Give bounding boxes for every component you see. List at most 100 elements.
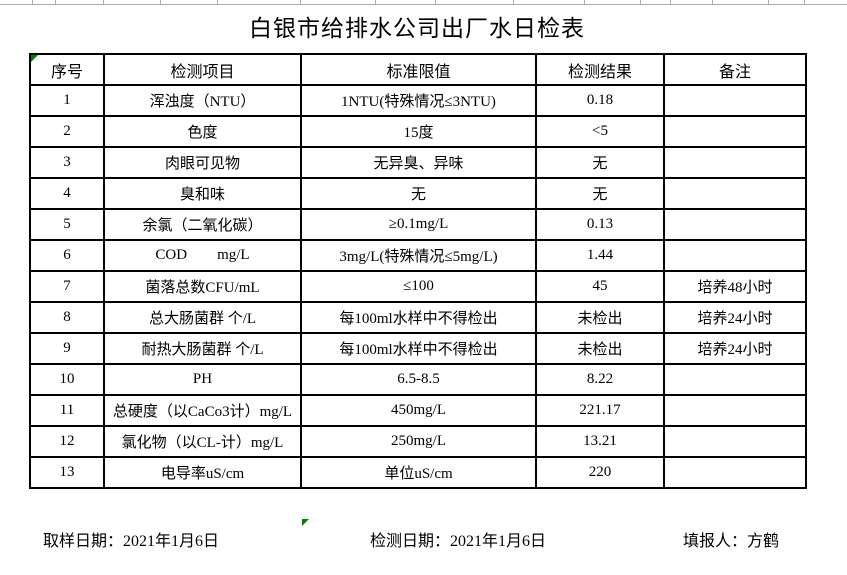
limit-cell[interactable]: 3mg/L(特殊情况≤5mg/L) [300, 239, 537, 272]
item-cell[interactable]: 菌落总数CFU/mL [103, 270, 302, 303]
row-number-cell[interactable]: 13 [29, 456, 105, 489]
sampling-date-label: 取样日期：2021年1月6日 [43, 533, 220, 550]
result-cell[interactable]: 未检出 [535, 301, 665, 334]
grid-tick [640, 0, 641, 4]
limit-cell[interactable]: 每100ml水样中不得检出 [300, 332, 537, 365]
note-cell[interactable] [663, 456, 807, 489]
grid-tick [768, 0, 769, 4]
row-number-cell[interactable]: 9 [29, 332, 105, 365]
limit-cell[interactable]: 无 [300, 177, 537, 210]
column-header-note: 备注 [663, 53, 807, 86]
test-date-label: 检测日期：2021年1月6日 [370, 533, 547, 550]
limit-cell[interactable]: 1NTU(特殊情况≤3NTU) [300, 84, 537, 117]
grid-tick [300, 0, 301, 4]
result-cell[interactable]: 8.22 [535, 363, 665, 396]
grid-tick [435, 0, 436, 4]
note-cell[interactable]: 培养24小时 [663, 332, 807, 365]
column-header-limit: 标准限值 [300, 53, 537, 86]
limit-cell[interactable]: 250mg/L [300, 425, 537, 458]
table-row: 3 肉眼可见物 无异臭、异味无 [29, 146, 807, 179]
note-cell[interactable] [663, 115, 807, 148]
limit-cell[interactable]: 每100ml水样中不得检出 [300, 301, 537, 334]
item-cell[interactable]: 总大肠菌群 个/L [103, 301, 302, 334]
limit-cell[interactable]: 450mg/L [300, 394, 537, 427]
cell-error-flag-icon [31, 55, 38, 62]
item-cell[interactable]: 浑浊度（NTU） [103, 84, 302, 117]
note-cell[interactable] [663, 425, 807, 458]
note-cell[interactable] [663, 146, 807, 179]
row-number-cell[interactable]: 2 [29, 115, 105, 148]
note-cell[interactable] [663, 177, 807, 210]
grid-tick [584, 0, 585, 4]
limit-cell[interactable]: ≥0.1mg/L [300, 208, 537, 241]
row-number-cell[interactable]: 10 [29, 363, 105, 396]
limit-cell[interactable]: ≤100 [300, 270, 537, 303]
row-number-cell[interactable]: 4 [29, 177, 105, 210]
result-cell[interactable]: 未检出 [535, 332, 665, 365]
grid-tick [804, 0, 805, 4]
note-cell[interactable] [663, 363, 807, 396]
note-cell[interactable] [663, 394, 807, 427]
result-cell[interactable]: 13.21 [535, 425, 665, 458]
grid-tick [160, 0, 161, 4]
table-row: 12 氯化物（以CL-计）mg/L 250mg/L 13.21 [29, 425, 807, 458]
grid-tick [670, 0, 671, 4]
item-cell[interactable]: COD mg/L [103, 239, 302, 272]
item-cell[interactable]: 氯化物（以CL-计）mg/L [103, 425, 302, 458]
row-number-cell[interactable]: 5 [29, 208, 105, 241]
result-cell[interactable]: 220 [535, 456, 665, 489]
row-number-cell[interactable]: 11 [29, 394, 105, 427]
grid-tick [217, 0, 218, 4]
table-row: 1 浑浊度（NTU） 1NTU(特殊情况≤3NTU) 0.18 [29, 84, 807, 117]
limit-cell[interactable]: 单位uS/cm [300, 456, 537, 489]
page-title: 白银市给排水公司出厂水日检表 [249, 16, 585, 41]
note-cell[interactable] [663, 239, 807, 272]
column-header-item: 检测项目 [103, 53, 302, 86]
note-cell[interactable]: 培养24小时 [663, 301, 807, 334]
note-cell[interactable] [663, 84, 807, 117]
grid-tick [103, 0, 104, 4]
result-cell[interactable]: 221.17 [535, 394, 665, 427]
row-number-cell[interactable]: 12 [29, 425, 105, 458]
column-header-index: 序号 [29, 53, 105, 86]
table-row: 4 臭和味无无 [29, 177, 807, 210]
result-cell[interactable]: <5 [535, 115, 665, 148]
limit-cell[interactable]: 无异臭、异味 [300, 146, 537, 179]
table-row: 8 总大肠菌群 个/L 每100ml水样中不得检出 未检出 培养24小时 [29, 301, 807, 334]
item-cell[interactable]: 余氯（二氧化碳） [103, 208, 302, 241]
spreadsheet-gridline-remnant [0, 0, 847, 5]
row-number-cell[interactable]: 1 [29, 84, 105, 117]
table-row: 11 总硬度（以CaCo3计）mg/L 450mg/L 221.17 [29, 394, 807, 427]
item-cell[interactable]: 色度 [103, 115, 302, 148]
row-number-cell[interactable]: 6 [29, 239, 105, 272]
item-cell[interactable]: 臭和味 [103, 177, 302, 210]
item-cell[interactable]: 总硬度（以CaCo3计）mg/L [103, 394, 302, 427]
result-cell[interactable]: 无 [535, 146, 665, 179]
row-number-cell[interactable]: 8 [29, 301, 105, 334]
result-cell[interactable]: 45 [535, 270, 665, 303]
row-number-cell[interactable]: 3 [29, 146, 105, 179]
item-cell[interactable]: 电导率uS/cm [103, 456, 302, 489]
table-row: 13 电导率uS/cm 单位uS/cm 220 [29, 456, 807, 489]
column-header-result: 检测结果 [535, 53, 665, 86]
table-row: 7 菌落总数CFU/mL ≤100 45 培养48小时 [29, 270, 807, 303]
cell-error-flag-icon [302, 519, 309, 526]
item-cell[interactable]: PH [103, 363, 302, 396]
result-cell[interactable]: 0.18 [535, 84, 665, 117]
reporter-label: 填报人：方鹤 [683, 533, 780, 550]
item-cell[interactable]: 肉眼可见物 [103, 146, 302, 179]
row-number-cell[interactable]: 7 [29, 270, 105, 303]
item-cell[interactable]: 耐热大肠菌群 个/L [103, 332, 302, 365]
table-row: 6 COD mg/L 3mg/L(特殊情况≤5mg/L) 1.44 [29, 239, 807, 272]
note-cell[interactable] [663, 208, 807, 241]
result-cell[interactable]: 无 [535, 177, 665, 210]
table-body: 1 浑浊度（NTU） 1NTU(特殊情况≤3NTU) 0.18 2 色度 15度 <5 3 肉眼可… [29, 84, 807, 489]
grid-tick [513, 0, 514, 4]
header-row: 序号 检测项目 标准限值 检测结果 备注 [29, 53, 807, 86]
result-cell[interactable]: 1.44 [535, 239, 665, 272]
note-cell[interactable]: 培养48小时 [663, 270, 807, 303]
inspection-table: 序号 检测项目 标准限值 检测结果 备注 1 浑浊度（NTU） 1NTU(特殊情况≤… [29, 53, 807, 489]
limit-cell[interactable]: 6.5-8.5 [300, 363, 537, 396]
result-cell[interactable]: 0.13 [535, 208, 665, 241]
limit-cell[interactable]: 15度 [300, 115, 537, 148]
